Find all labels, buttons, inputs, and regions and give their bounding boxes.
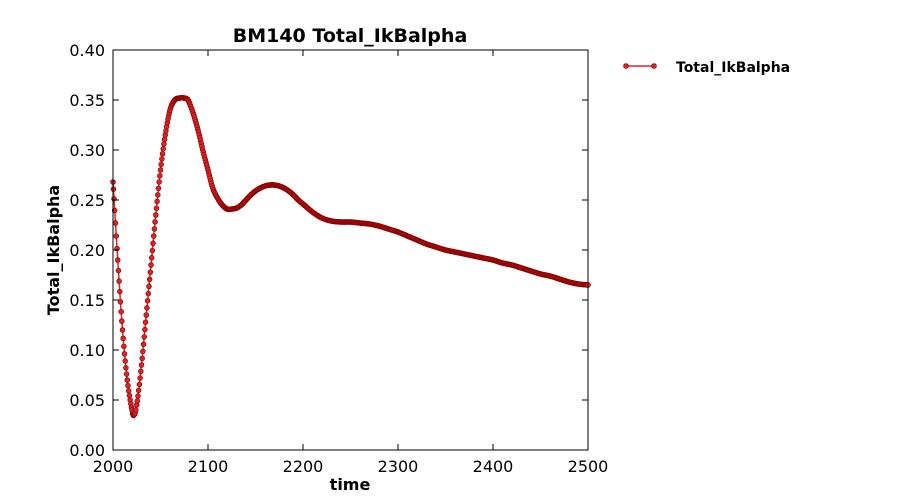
data-point xyxy=(150,233,157,239)
y-tick-label: 0.35 xyxy=(69,91,105,110)
data-point xyxy=(120,335,126,342)
data-point xyxy=(122,358,128,364)
y-tick-label: 0.05 xyxy=(69,391,105,410)
data-point xyxy=(146,283,152,290)
data-point xyxy=(142,326,148,333)
chart-title: BM140 Total_IkBalpha xyxy=(233,25,468,47)
data-point xyxy=(145,290,152,297)
x-tick-label: 2200 xyxy=(283,457,324,476)
x-tick-label: 2300 xyxy=(378,457,419,476)
data-point xyxy=(159,156,165,162)
data-point xyxy=(155,192,161,198)
x-axis-label: time xyxy=(330,475,371,494)
data-point xyxy=(112,220,119,226)
y-tick-label: 0.40 xyxy=(69,41,105,60)
data-point xyxy=(157,167,164,173)
x-tick-label: 2500 xyxy=(568,457,609,476)
data-point xyxy=(158,161,164,168)
data-point xyxy=(147,269,154,275)
series-markers xyxy=(110,95,591,419)
data-point xyxy=(159,151,166,157)
data-point xyxy=(125,388,132,394)
data-point xyxy=(140,341,147,348)
data-point xyxy=(161,141,167,147)
y-tick-label: 0.00 xyxy=(69,441,105,460)
x-tick-label: 2100 xyxy=(188,457,229,476)
legend-marker-end xyxy=(651,63,657,69)
data-point xyxy=(154,198,160,205)
data-point xyxy=(114,257,121,263)
data-point xyxy=(155,185,162,192)
data-point xyxy=(142,319,149,325)
data-point xyxy=(115,267,122,274)
ticks-layer: 2000 2100 2200 2300 2400 2500 0.00 0.05 0.10 0.15… xyxy=(69,41,608,476)
y-tick-label: 0.15 xyxy=(69,291,105,310)
data-point xyxy=(160,146,166,152)
data-point xyxy=(161,136,168,143)
data-point xyxy=(139,355,145,362)
data-point xyxy=(148,255,155,261)
legend-label: Total_IkBalpha xyxy=(676,60,790,76)
data-point xyxy=(149,247,156,254)
y-tick-label: 0.25 xyxy=(69,191,105,210)
data-point xyxy=(157,173,163,179)
x-tick-label: 2000 xyxy=(93,457,134,476)
data-point xyxy=(118,308,124,315)
y-tick-label: 0.30 xyxy=(69,141,105,160)
data-point xyxy=(156,179,162,185)
data-point xyxy=(135,393,141,399)
data-point xyxy=(121,351,128,357)
data-point xyxy=(146,276,153,283)
plot-area: 2000 2100 2200 2300 2400 2500 0.00 0.05 0.10 0.15… xyxy=(69,41,608,476)
data-point xyxy=(153,212,159,218)
data-point xyxy=(125,382,131,389)
data-point xyxy=(123,365,129,371)
data-point xyxy=(134,398,141,404)
data-point xyxy=(119,318,125,324)
data-point xyxy=(144,305,150,311)
y-axis-label: Total_IkBalpha xyxy=(44,185,63,315)
x-tick-label: 2400 xyxy=(473,457,514,476)
data-point xyxy=(135,387,142,394)
series-layer xyxy=(110,95,591,419)
data-point xyxy=(126,392,133,399)
data-point xyxy=(137,375,143,381)
data-point xyxy=(141,334,147,340)
data-point xyxy=(138,368,144,375)
data-point xyxy=(140,348,146,355)
legend-marker-start xyxy=(623,63,629,69)
data-point xyxy=(138,362,145,368)
data-point xyxy=(111,196,117,202)
data-point xyxy=(116,278,122,284)
data-point xyxy=(144,297,151,304)
y-tick-label: 0.20 xyxy=(69,241,105,260)
data-point xyxy=(143,312,150,318)
data-point xyxy=(117,288,123,295)
data-point xyxy=(136,381,143,388)
data-point xyxy=(152,219,158,225)
data-point xyxy=(123,371,130,377)
plot-background xyxy=(113,50,588,450)
data-point xyxy=(148,262,154,268)
data-point xyxy=(121,343,127,350)
data-point xyxy=(117,299,124,305)
y-tick-label: 0.10 xyxy=(69,341,105,360)
data-point xyxy=(133,407,139,413)
data-point xyxy=(119,327,126,333)
legend: Total_IkBalpha xyxy=(623,60,790,76)
data-point xyxy=(150,240,156,247)
data-point xyxy=(153,205,160,211)
data-point xyxy=(113,233,119,239)
data-point xyxy=(151,226,158,232)
data-point xyxy=(124,377,130,383)
